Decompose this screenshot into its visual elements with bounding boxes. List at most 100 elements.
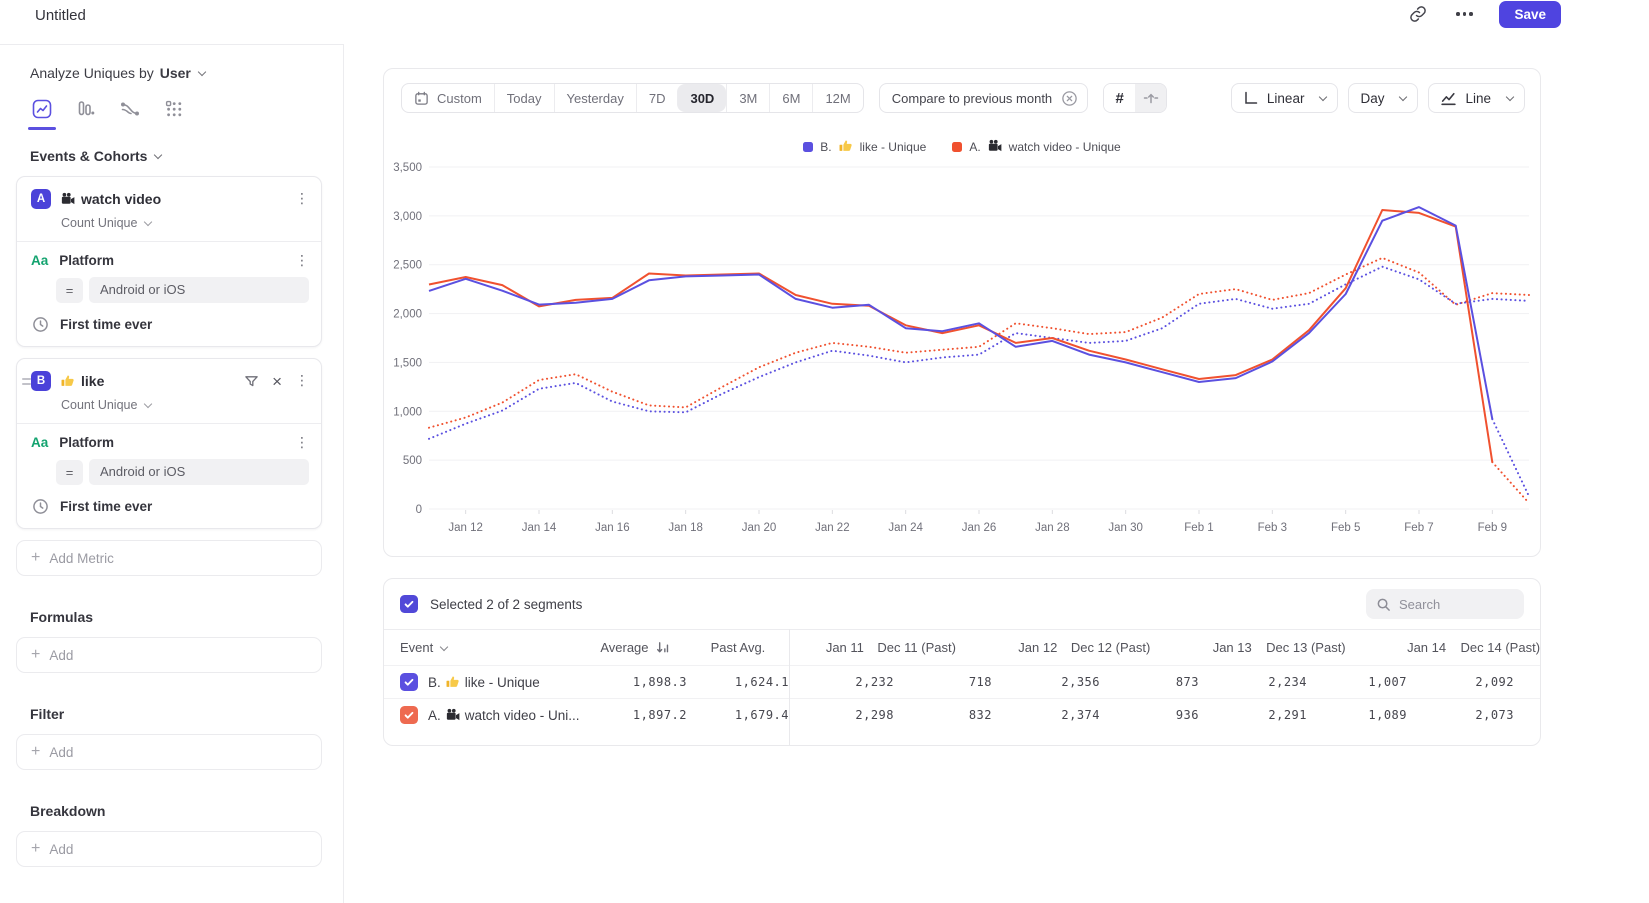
movie-camera-icon: [988, 139, 1002, 152]
series-B-current: [428, 206, 1494, 420]
column-header-event[interactable]: Event: [384, 640, 569, 655]
operator-chip[interactable]: =: [56, 277, 83, 303]
circle-x-icon[interactable]: [1061, 90, 1078, 107]
first-time-filter[interactable]: First time ever: [32, 498, 309, 515]
thumbs-up-icon: [61, 373, 75, 389]
column-header-average[interactable]: Average: [569, 640, 669, 655]
chevron-down-icon: [144, 217, 153, 227]
interval-dropdown[interactable]: Day: [1348, 83, 1419, 113]
more-options-button[interactable]: [1453, 3, 1475, 25]
grid-dots-tab-icon: [165, 100, 182, 117]
event-card-b: B like × ⋮ Count Unique: [16, 358, 322, 529]
cell-value: 2,092: [1475, 675, 1514, 689]
filter-funnel-icon[interactable]: [244, 374, 259, 389]
scale-dropdown[interactable]: Linear: [1230, 83, 1339, 113]
date-range-6m[interactable]: 6M: [769, 84, 812, 112]
date-range-custom[interactable]: Custom: [402, 84, 494, 112]
movie-camera-icon: [988, 139, 1002, 154]
column-header-dec-11-past-[interactable]: Dec 11 (Past): [877, 640, 956, 655]
add-filter-button[interactable]: + Add: [16, 734, 322, 770]
cell-value: 2,374: [1061, 708, 1100, 722]
kebab-menu-icon[interactable]: ⋮: [295, 373, 309, 389]
column-header-jan-12[interactable]: Jan 12: [1018, 640, 1058, 655]
top-bar: Untitled Save: [0, 0, 1649, 44]
tab-bar-chart[interactable]: [74, 97, 98, 121]
search-input[interactable]: Search: [1366, 589, 1524, 619]
y-axis-label: 1,000: [393, 406, 422, 418]
property-value-input[interactable]: Android or iOS: [89, 459, 309, 485]
event-card-a: A watch video ⋮ Count Unique Aa: [16, 176, 322, 347]
annotations-toggle[interactable]: [1135, 84, 1167, 112]
cell-value: 2,234: [1268, 675, 1307, 689]
table-row[interactable]: B. like - Unique 1,898.3 1,624.1 2,232 718 2,…: [384, 665, 1540, 698]
kebab-menu-icon[interactable]: ⋮: [295, 434, 309, 451]
date-range-30d[interactable]: 30D: [677, 84, 727, 112]
remove-event-icon[interactable]: ×: [272, 371, 282, 391]
cell-value: 1,898.3: [632, 675, 687, 689]
report-title[interactable]: Untitled: [35, 7, 86, 24]
date-range-12m[interactable]: 12M: [812, 84, 862, 112]
line-chart[interactable]: 0 500 1,000 1,500 2,000 2,500 3,000 3,500 Jan 12…: [389, 157, 1535, 549]
event-name[interactable]: watch video: [61, 191, 161, 207]
series-B-previous: [428, 265, 1530, 440]
tab-retention[interactable]: [162, 97, 186, 121]
property-value-input[interactable]: Android or iOS: [89, 277, 309, 303]
aggregation-dropdown[interactable]: Count Unique: [61, 398, 153, 412]
row-checkbox[interactable]: [400, 706, 418, 724]
formulas-header: Formulas: [30, 609, 94, 625]
table-row[interactable]: A. watch video - Uni... 1,897.2 1,679.4 2,2…: [384, 698, 1540, 731]
x-axis-label: Feb 3: [1258, 522, 1287, 534]
line-chart-tab-icon: [32, 99, 52, 119]
view-tabs: [28, 97, 322, 130]
column-header-dec-14-past-[interactable]: Dec 14 (Past): [1460, 640, 1541, 655]
y-axis-label: 2,500: [393, 260, 422, 272]
x-axis-label: Jan 14: [522, 522, 557, 534]
tab-insights-chart[interactable]: [28, 97, 56, 130]
cell-value: 873: [1175, 675, 1199, 689]
chevron-down-icon: [197, 67, 207, 77]
column-header-past-avg-[interactable]: Past Avg.: [710, 640, 766, 655]
select-all-checkbox[interactable]: [400, 595, 418, 613]
segments-table-panel: Selected 2 of 2 segments Search Event Ave…: [383, 578, 1541, 746]
row-checkbox[interactable]: [400, 673, 418, 691]
date-range-3m[interactable]: 3M: [726, 84, 769, 112]
events-cohorts-header[interactable]: Events & Cohorts: [30, 148, 322, 164]
first-time-filter[interactable]: First time ever: [32, 316, 309, 333]
analyze-value-dropdown[interactable]: User: [159, 65, 191, 81]
kebab-menu-icon[interactable]: ⋮: [295, 252, 309, 269]
chart-type-dropdown[interactable]: Line: [1428, 83, 1525, 113]
column-header-dec-12-past-[interactable]: Dec 12 (Past): [1070, 640, 1151, 655]
date-range-7d[interactable]: 7D: [635, 84, 678, 112]
x-axis-label: Feb 1: [1184, 522, 1213, 534]
y-axis-label: 1,500: [393, 357, 422, 369]
column-header-jan-14[interactable]: Jan 14: [1407, 640, 1447, 655]
date-range-today[interactable]: Today: [493, 84, 554, 112]
property-name[interactable]: Platform: [59, 253, 115, 268]
tab-flows[interactable]: [118, 97, 142, 121]
property-name[interactable]: Platform: [59, 435, 115, 450]
event-name[interactable]: like: [61, 373, 104, 389]
thumbs-up-icon: [446, 676, 459, 687]
column-header-jan-11[interactable]: Jan 11: [825, 640, 864, 655]
cell-value: 1,089: [1368, 708, 1407, 722]
compare-chip[interactable]: Compare to previous month: [878, 83, 1089, 113]
cell-value: 936: [1175, 708, 1199, 722]
operator-chip[interactable]: =: [56, 459, 83, 485]
column-header-jan-13[interactable]: Jan 13: [1212, 640, 1252, 655]
add-formula-button[interactable]: + Add: [16, 637, 322, 673]
copy-link-button[interactable]: [1407, 3, 1429, 25]
save-button[interactable]: Save: [1499, 0, 1561, 28]
show-values-toggle[interactable]: #: [1104, 84, 1136, 112]
chart-legend: B. like - Unique A. watch video - Unique: [384, 139, 1540, 154]
add-breakdown-button[interactable]: + Add: [16, 831, 322, 867]
drag-handle[interactable]: [22, 378, 31, 385]
kebab-menu-icon[interactable]: ⋮: [295, 191, 309, 207]
add-metric-button[interactable]: + Add Metric: [16, 540, 322, 576]
column-header-dec-13-past-[interactable]: Dec 13 (Past): [1266, 640, 1346, 655]
legend-item-a[interactable]: A. watch video - Unique: [952, 139, 1121, 154]
aggregation-dropdown[interactable]: Count Unique: [61, 216, 153, 230]
date-range-yesterday[interactable]: Yesterday: [553, 84, 636, 112]
calendar-icon: [415, 91, 428, 105]
legend-item-b[interactable]: B. like - Unique: [803, 139, 926, 154]
